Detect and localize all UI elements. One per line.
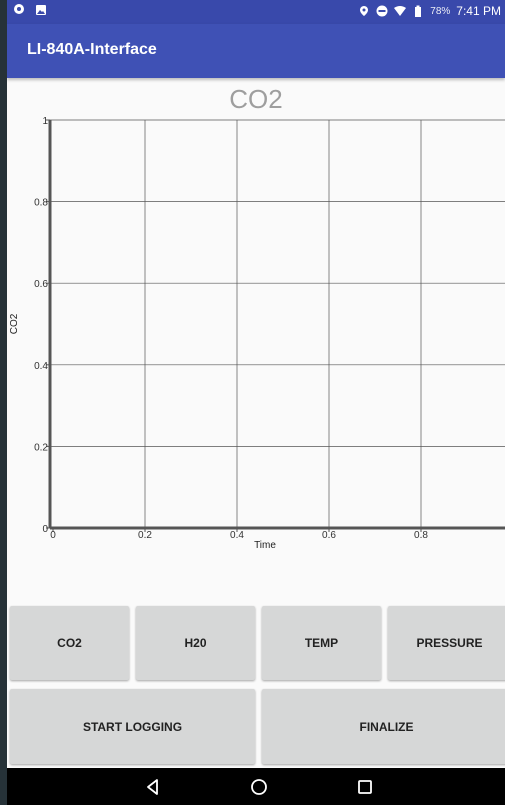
co2-button[interactable]: CO2 (10, 606, 129, 680)
x-tick-label: 0.4 (230, 530, 244, 541)
navigation-bar (7, 768, 505, 805)
device-screen: 78% 7:41 PM LI-840A-Interface CO2 0 0.2 0.… (7, 0, 505, 805)
wifi-icon (394, 6, 407, 16)
chat-icon (14, 4, 24, 14)
temp-button[interactable]: TEMP (262, 606, 381, 680)
dnd-icon (376, 5, 388, 17)
y-tick-label: 0.8 (34, 198, 48, 209)
x-tick-label: 0 (50, 530, 56, 541)
image-icon (36, 5, 46, 15)
battery-icon (415, 5, 422, 17)
y-tick-label: 0 (42, 524, 48, 535)
pressure-button[interactable]: PRESSURE (388, 606, 505, 680)
chart-plot: 0 0.2 0.4 0.6 0.8 1 0 0.2 0.4 0.6 0.8 Time CO2 (9, 116, 505, 551)
x-tick-label: 0.8 (414, 530, 428, 541)
y-tick-label: 1 (42, 116, 48, 127)
finalize-button[interactable]: FINALIZE (262, 689, 505, 764)
x-tick-label: 0.6 (322, 530, 336, 541)
start-logging-button[interactable]: START LOGGING (10, 689, 255, 764)
h2o-button[interactable]: H20 (136, 606, 255, 680)
clock: 7:41 PM (456, 4, 501, 18)
x-axis-label: Time (254, 540, 276, 551)
y-axis-label: CO2 (9, 313, 20, 334)
x-tick-label: 0.2 (138, 530, 152, 541)
app-bar: LI-840A-Interface (7, 24, 505, 78)
home-icon[interactable] (248, 776, 270, 798)
back-icon[interactable] (142, 776, 164, 798)
battery-level: 78% (430, 5, 451, 17)
recents-icon[interactable] (354, 776, 376, 798)
app-title: LI-840A-Interface (27, 41, 157, 58)
status-bar: 78% 7:41 PM (7, 0, 505, 24)
y-tick-label: 0.6 (34, 279, 48, 290)
y-tick-label: 0.2 (34, 442, 48, 453)
location-icon (360, 6, 369, 16)
y-tick-label: 0.4 (34, 361, 48, 372)
chart-title: CO2 (229, 84, 283, 114)
co2-chart[interactable]: CO2 0 0.2 0.4 0.6 0.8 1 0 0.2 0.4 0.6 0.8 Time CO2 (7, 80, 505, 560)
